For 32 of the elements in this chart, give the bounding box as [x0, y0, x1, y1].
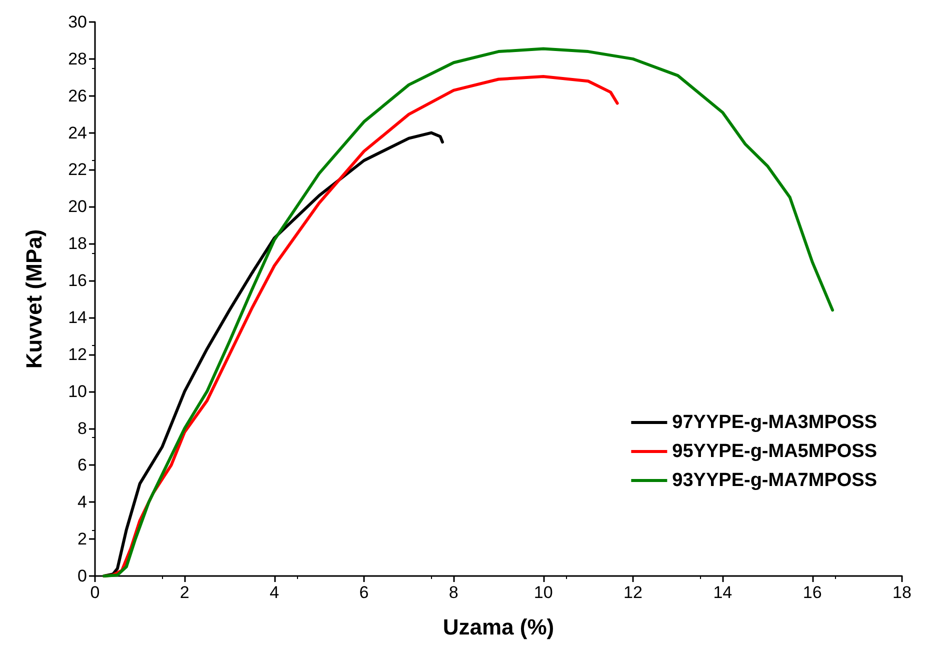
y-tick-label: 16	[68, 271, 87, 290]
legend-label: 93YYPE-g-MA7MPOSS	[672, 470, 878, 491]
x-tick-label: 2	[180, 583, 190, 602]
y-tick-label: 2	[78, 530, 87, 549]
y-tick-label: 20	[68, 197, 87, 216]
x-tick-label: 4	[270, 583, 280, 602]
y-tick-label: 10	[68, 382, 87, 401]
x-axis-title: Uzama (%)	[442, 614, 554, 640]
y-tick-label: 6	[78, 456, 87, 475]
x-tick-label: 14	[713, 583, 732, 602]
y-tick-label: 0	[78, 566, 87, 586]
y-tick-label: 22	[68, 160, 87, 180]
y-tick-label: 24	[68, 123, 87, 142]
x-tick-label: 18	[892, 583, 912, 602]
legend-label: 97YYPE-g-MA3MPOSS	[672, 412, 878, 433]
y-axis-title: Kuvvet (MPa)	[22, 229, 46, 369]
y-tick-label: 18	[68, 234, 87, 254]
line-series	[102, 131, 444, 578]
y-tick-label: 26	[68, 86, 87, 106]
y-tick-label: 30	[68, 12, 87, 32]
y-tick-label: 8	[78, 418, 87, 438]
y-tick-label: 12	[68, 344, 87, 364]
x-tick-label: 12	[624, 583, 642, 602]
y-tick-label: 28	[68, 49, 87, 68]
x-tick-label: 8	[448, 583, 458, 602]
x-tick-label: 10	[534, 583, 553, 602]
y-tick-label: 14	[68, 308, 87, 327]
x-tick-label: 0	[90, 583, 100, 602]
x-tick-label: 16	[802, 583, 822, 602]
x-tick-label: 6	[359, 583, 369, 602]
legend-label: 95YYPE-g-MA5MPOSS	[672, 441, 878, 462]
y-tick-label: 4	[78, 492, 87, 512]
